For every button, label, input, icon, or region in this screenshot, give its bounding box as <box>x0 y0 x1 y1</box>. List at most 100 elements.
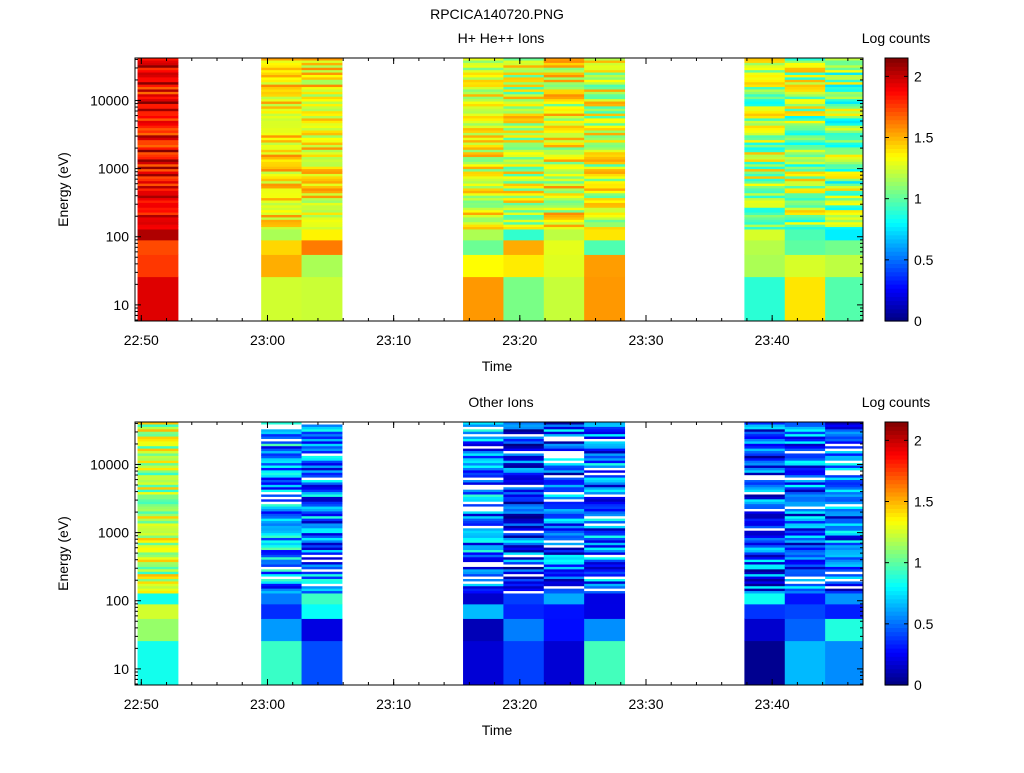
heatmap-cell <box>744 110 786 114</box>
heatmap-cell <box>137 465 179 468</box>
heatmap-cell <box>744 151 786 155</box>
heatmap-cell <box>137 508 179 512</box>
heatmap-cell <box>301 101 343 104</box>
heatmap-cell <box>784 436 826 439</box>
heatmap-cell <box>463 542 504 546</box>
heatmap-cell <box>503 221 545 225</box>
heatmap-cell <box>463 433 504 437</box>
heatmap-cell <box>463 151 504 155</box>
heatmap-cell <box>301 537 343 541</box>
heatmap-cell <box>137 125 179 129</box>
heatmap-cell <box>301 219 343 223</box>
heatmap-cell <box>137 438 179 442</box>
heatmap-cell <box>584 443 626 447</box>
heatmap-cell <box>784 195 826 199</box>
heatmap-cell <box>744 226 786 230</box>
heatmap-cell <box>825 547 864 551</box>
heatmap-cell <box>784 239 826 255</box>
heatmap-cell <box>784 190 826 194</box>
colorbar-swatch <box>885 111 908 117</box>
heatmap-cell <box>543 202 585 206</box>
heatmap-cell <box>503 158 545 162</box>
heatmap-cell <box>261 484 303 488</box>
heatmap-cell <box>301 72 343 75</box>
heatmap-column <box>463 422 504 686</box>
heatmap-cell <box>261 156 303 160</box>
heatmap-cell <box>543 547 585 551</box>
heatmap-cell <box>584 154 626 158</box>
heatmap-cell <box>261 115 303 119</box>
heatmap-cell <box>825 578 864 582</box>
colorbar-swatch <box>885 70 908 76</box>
heatmap-cell <box>784 460 826 464</box>
heatmap-cell <box>825 120 864 124</box>
heatmap-cell <box>301 161 343 165</box>
heatmap-cell <box>584 549 626 553</box>
heatmap-cell <box>744 559 786 563</box>
heatmap-cell <box>584 527 626 531</box>
heatmap-cell <box>784 537 826 541</box>
heatmap-cell <box>825 549 864 553</box>
colorbar-swatch <box>885 668 908 674</box>
heatmap-cell <box>543 183 585 187</box>
heatmap-cell <box>584 603 626 619</box>
heatmap-cell <box>463 491 504 495</box>
heatmap-cell <box>503 254 545 278</box>
heatmap-cell <box>744 127 786 131</box>
heatmap-cell <box>543 224 585 228</box>
heatmap-cell <box>137 640 179 686</box>
heatmap-cell <box>301 423 343 427</box>
heatmap-cell <box>784 573 826 577</box>
colorbar-swatch <box>885 284 908 289</box>
heatmap-cell <box>784 477 826 481</box>
heatmap-cell <box>784 161 826 165</box>
heatmap-cell <box>301 178 343 182</box>
heatmap-cell <box>584 156 626 160</box>
heatmap-cell <box>137 79 179 83</box>
heatmap-cell <box>137 86 179 90</box>
heatmap-cell <box>503 200 545 203</box>
heatmap-cell <box>744 200 786 203</box>
colorbar-swatch <box>885 156 908 162</box>
heatmap-cell <box>744 477 786 481</box>
heatmap-cell <box>825 551 864 555</box>
heatmap-cell <box>503 132 545 136</box>
heatmap-cell <box>584 535 626 538</box>
heatmap-cell <box>261 64 303 68</box>
heatmap-cell <box>503 156 545 160</box>
heatmap-cell <box>584 539 626 543</box>
heatmap-cell <box>301 171 343 174</box>
heatmap-cell <box>825 156 864 160</box>
colorbar-swatch <box>885 557 908 563</box>
colorbar-tick-label: 1 <box>914 555 922 571</box>
heatmap-cell <box>137 214 179 218</box>
heatmap-cell <box>261 588 303 592</box>
heatmap-cell <box>744 525 786 529</box>
heatmap-cell <box>301 522 343 526</box>
colorbar-swatch <box>885 487 908 493</box>
heatmap-cell <box>825 515 864 519</box>
heatmap-cell <box>784 137 826 141</box>
heatmap-cell <box>261 88 303 92</box>
heatmap-cell <box>543 151 585 155</box>
heatmap-cell <box>744 214 786 218</box>
heatmap-cell <box>301 127 343 131</box>
heatmap-cell <box>825 127 864 131</box>
heatmap-cell <box>137 532 179 536</box>
colorbar-swatch <box>885 123 908 129</box>
heatmap-cell <box>784 510 826 514</box>
colorbar-tick-label: 1.5 <box>914 130 934 146</box>
heatmap-cell <box>463 175 504 179</box>
heatmap-cell <box>503 142 545 145</box>
heatmap-cell <box>503 88 545 92</box>
heatmap-cell <box>744 183 786 187</box>
heatmap-cell <box>301 239 343 255</box>
colorbar-swatch <box>885 267 908 273</box>
heatmap-cell <box>825 460 864 464</box>
heatmap-cell <box>301 585 343 589</box>
heatmap-cell <box>261 506 303 509</box>
heatmap-cell <box>463 212 504 215</box>
heatmap-cell <box>543 108 585 112</box>
heatmap-cell <box>301 576 343 579</box>
heatmap-cell <box>825 479 864 483</box>
